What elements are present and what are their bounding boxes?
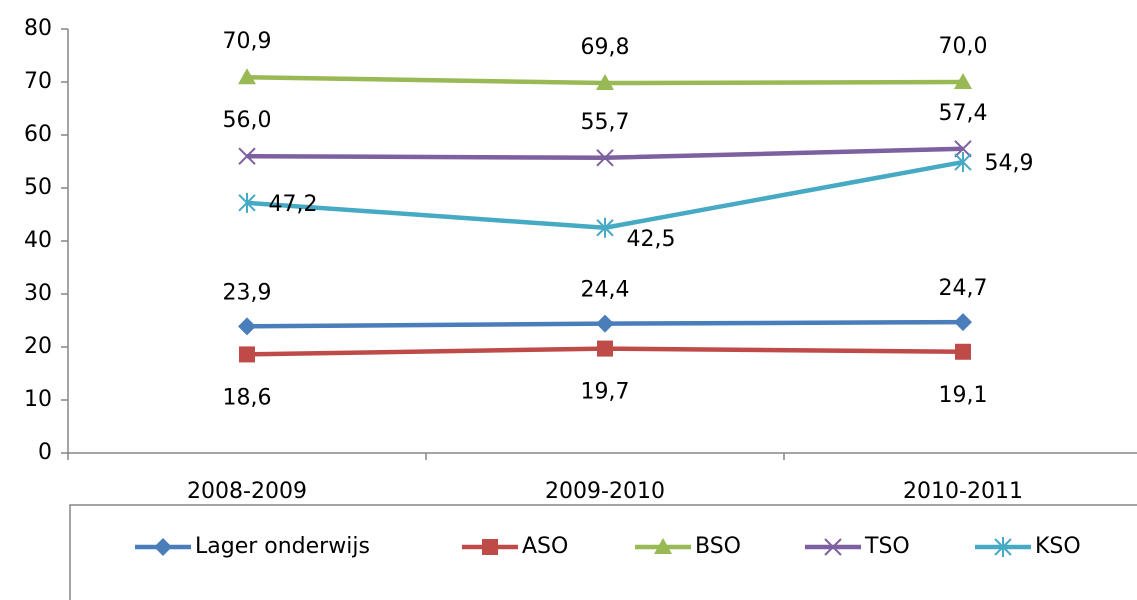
data-label: 56,0 <box>223 108 272 133</box>
point <box>238 68 256 85</box>
data-label: 18,6 <box>223 385 272 410</box>
legend-label: Lager onderwijs <box>195 534 370 559</box>
legend-marker <box>994 537 1012 557</box>
data-label: 23,9 <box>223 280 272 305</box>
point <box>954 140 972 158</box>
y-tick-label: 50 <box>24 175 52 200</box>
y-tick-label: 70 <box>24 69 52 94</box>
data-label: 19,7 <box>581 380 630 405</box>
point <box>954 152 972 173</box>
data-label: 19,1 <box>939 383 988 408</box>
data-label: 70,9 <box>223 29 272 54</box>
point <box>596 314 614 333</box>
point <box>596 74 614 91</box>
legend-label: TSO <box>864 534 910 559</box>
point <box>239 346 255 363</box>
y-tick-label: 10 <box>24 387 52 412</box>
y-tick-label: 80 <box>24 16 52 41</box>
legend-box <box>69 504 1137 600</box>
point <box>238 317 256 336</box>
data-label: 54,9 <box>985 151 1034 176</box>
y-tick-label: 60 <box>24 122 52 147</box>
x-tick-label: 2010-2011 <box>903 479 1023 504</box>
y-tick-label: 40 <box>24 228 52 253</box>
point <box>238 192 256 213</box>
point <box>954 73 972 89</box>
x-tick-label: 2008-2009 <box>187 479 307 504</box>
data-label: 55,7 <box>581 110 630 135</box>
legend-label: BSO <box>695 534 741 559</box>
legend-label: KSO <box>1035 534 1081 559</box>
data-label: 42,5 <box>627 227 676 252</box>
y-tick-label: 20 <box>24 334 52 359</box>
data-label: 24,4 <box>581 278 630 303</box>
data-label: 47,2 <box>269 192 318 217</box>
data-label: 70,0 <box>939 34 988 59</box>
data-label: 24,7 <box>939 276 988 301</box>
y-tick-label: 0 <box>38 440 52 465</box>
legend-marker <box>482 539 498 555</box>
legend-marker <box>654 538 672 554</box>
point <box>597 340 613 357</box>
point <box>955 343 971 360</box>
x-tick-label: 2009-2010 <box>545 479 665 504</box>
y-tick-label: 30 <box>24 281 52 306</box>
data-label: 57,4 <box>939 101 988 126</box>
legend-marker <box>824 538 842 556</box>
point <box>596 149 614 167</box>
point <box>238 147 256 165</box>
data-label: 69,8 <box>581 35 630 60</box>
point <box>596 217 614 238</box>
legend-marker <box>154 538 172 556</box>
legend-label: ASO <box>522 534 568 559</box>
point <box>954 313 972 332</box>
